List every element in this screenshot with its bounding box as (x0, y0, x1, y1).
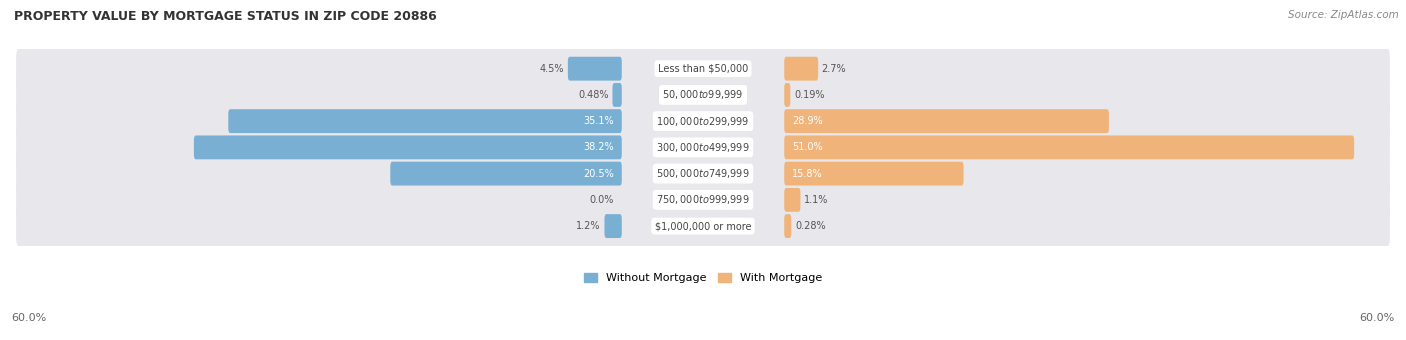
FancyBboxPatch shape (15, 100, 1391, 143)
Text: 15.8%: 15.8% (792, 169, 823, 178)
FancyBboxPatch shape (15, 152, 1391, 195)
Text: 0.28%: 0.28% (794, 221, 825, 231)
Text: PROPERTY VALUE BY MORTGAGE STATUS IN ZIP CODE 20886: PROPERTY VALUE BY MORTGAGE STATUS IN ZIP… (14, 10, 437, 23)
FancyBboxPatch shape (785, 57, 818, 81)
FancyBboxPatch shape (605, 214, 621, 238)
Text: 51.0%: 51.0% (792, 142, 823, 152)
Text: 1.1%: 1.1% (804, 195, 828, 205)
Text: $100,000 to $299,999: $100,000 to $299,999 (657, 115, 749, 128)
FancyBboxPatch shape (15, 178, 1391, 221)
FancyBboxPatch shape (785, 214, 792, 238)
FancyBboxPatch shape (785, 162, 963, 186)
Text: $300,000 to $499,999: $300,000 to $499,999 (657, 141, 749, 154)
Text: 60.0%: 60.0% (1360, 313, 1395, 323)
FancyBboxPatch shape (194, 135, 621, 159)
Text: 0.0%: 0.0% (591, 195, 614, 205)
Text: 0.48%: 0.48% (578, 90, 609, 100)
FancyBboxPatch shape (785, 188, 800, 212)
FancyBboxPatch shape (15, 126, 1391, 169)
Text: 2.7%: 2.7% (821, 64, 846, 74)
FancyBboxPatch shape (15, 205, 1391, 248)
Text: 0.19%: 0.19% (794, 90, 824, 100)
FancyBboxPatch shape (15, 47, 1391, 90)
Legend: Without Mortgage, With Mortgage: Without Mortgage, With Mortgage (583, 273, 823, 284)
Text: Source: ZipAtlas.com: Source: ZipAtlas.com (1288, 10, 1399, 20)
Text: 4.5%: 4.5% (540, 64, 564, 74)
Text: 60.0%: 60.0% (11, 313, 46, 323)
FancyBboxPatch shape (568, 57, 621, 81)
FancyBboxPatch shape (391, 162, 621, 186)
Text: 20.5%: 20.5% (583, 169, 614, 178)
FancyBboxPatch shape (785, 83, 790, 107)
Text: Less than $50,000: Less than $50,000 (658, 64, 748, 74)
Text: $750,000 to $999,999: $750,000 to $999,999 (657, 193, 749, 206)
Text: 28.9%: 28.9% (792, 116, 823, 126)
Text: 38.2%: 38.2% (583, 142, 614, 152)
FancyBboxPatch shape (15, 73, 1391, 116)
FancyBboxPatch shape (785, 109, 1109, 133)
Text: 35.1%: 35.1% (583, 116, 614, 126)
Text: $1,000,000 or more: $1,000,000 or more (655, 221, 751, 231)
Text: 1.2%: 1.2% (576, 221, 600, 231)
FancyBboxPatch shape (785, 135, 1354, 159)
FancyBboxPatch shape (613, 83, 621, 107)
FancyBboxPatch shape (228, 109, 621, 133)
Text: $500,000 to $749,999: $500,000 to $749,999 (657, 167, 749, 180)
Text: $50,000 to $99,999: $50,000 to $99,999 (662, 88, 744, 101)
